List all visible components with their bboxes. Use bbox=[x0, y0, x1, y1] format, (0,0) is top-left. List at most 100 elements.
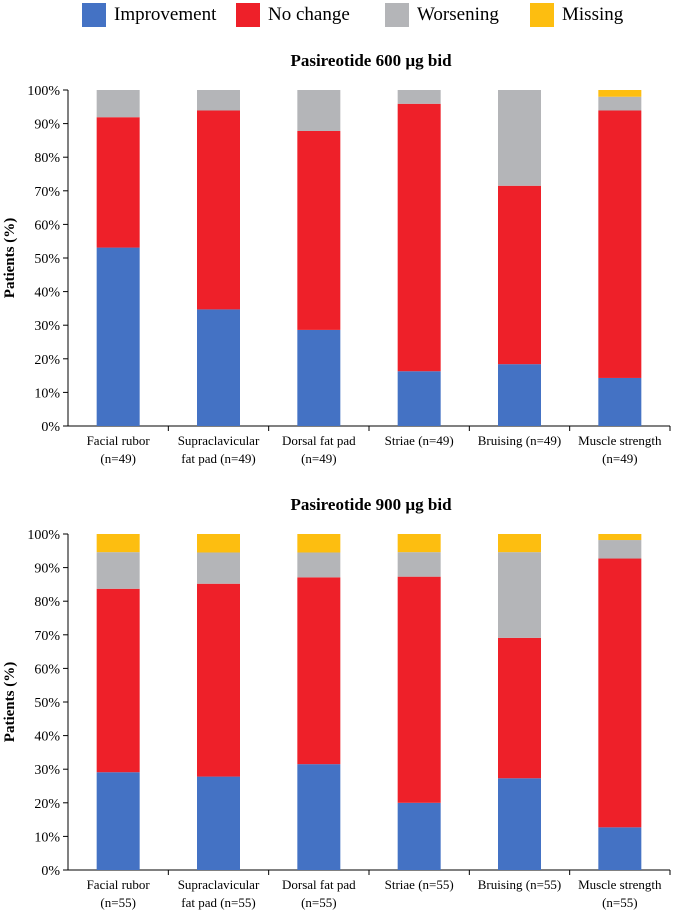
bar-worsening-bruising-n-49 bbox=[498, 90, 541, 186]
x-tick-label: Facial rubor bbox=[87, 877, 151, 892]
x-tick-label: (n=55) bbox=[100, 895, 136, 910]
bar-missing-muscle-strength bbox=[598, 90, 642, 97]
legend-label-missing: Missing bbox=[562, 4, 624, 25]
bar-no-change-dorsal-fat-pad bbox=[297, 130, 341, 330]
bar-missing-facial-rubor bbox=[96, 534, 140, 553]
y-tick-label: 50% bbox=[34, 252, 60, 267]
x-tick-label: (n=55) bbox=[602, 895, 638, 910]
x-tick-label: Muscle strength bbox=[578, 433, 662, 448]
bar-no-change-striae-n-55 bbox=[397, 576, 441, 803]
bar-missing-dorsal-fat-pad bbox=[297, 534, 341, 553]
no-change-swatch bbox=[236, 3, 260, 27]
bar-worsening-facial-rubor bbox=[96, 552, 140, 589]
bar-no-change-supraclavicular bbox=[197, 110, 240, 310]
bar-improvement-facial-rubor bbox=[96, 772, 140, 870]
bar-no-change-bruising-n-55 bbox=[498, 637, 541, 779]
x-tick-label: fat pad (n=49) bbox=[181, 451, 255, 466]
bar-no-change-bruising-n-49 bbox=[498, 185, 541, 365]
y-tick-label: 100% bbox=[27, 528, 60, 543]
bar-improvement-dorsal-fat-pad bbox=[297, 329, 341, 426]
x-tick-label: Facial rubor bbox=[87, 433, 151, 448]
y-tick-label: 20% bbox=[34, 353, 60, 368]
bar-no-change-facial-rubor bbox=[96, 588, 140, 773]
bar-missing-striae-n-55 bbox=[397, 534, 441, 553]
chart-900ug: Pasireotide 900 µg bid Patients (%) 0% 10% 2… bbox=[2, 495, 671, 910]
bar-improvement-bruising-n-49 bbox=[498, 364, 541, 426]
bar-no-change-muscle-strength bbox=[598, 110, 642, 378]
bar-no-change-facial-rubor bbox=[96, 117, 140, 248]
y-tick-label: 40% bbox=[34, 730, 60, 745]
bar-worsening-muscle-strength bbox=[598, 540, 642, 559]
bar-worsening-muscle-strength bbox=[598, 96, 642, 111]
legend-label-improvement: Improvement bbox=[114, 4, 217, 25]
y-tick-label: 60% bbox=[34, 662, 60, 677]
x-tick-label: Striae (n=55) bbox=[385, 877, 454, 892]
bar-worsening-supraclavicular bbox=[197, 552, 240, 584]
y-axis-label: Patients (%) bbox=[2, 218, 18, 298]
legend: Improvement No change Worsening Missing bbox=[0, 0, 690, 32]
bar-no-change-striae-n-49 bbox=[397, 103, 441, 372]
legend-label-no-change: No change bbox=[268, 4, 350, 25]
bar-improvement-dorsal-fat-pad bbox=[297, 764, 341, 870]
x-tick-label: fat pad (n=55) bbox=[181, 895, 255, 910]
y-tick-label: 50% bbox=[34, 696, 60, 711]
y-tick-label: 90% bbox=[34, 562, 60, 577]
y-tick-label: 60% bbox=[34, 218, 60, 233]
x-tick-label: Dorsal fat pad bbox=[282, 433, 356, 448]
y-tick-label: 70% bbox=[34, 185, 60, 200]
bar-improvement-striae-n-55 bbox=[397, 802, 441, 870]
bar-improvement-supraclavicular bbox=[197, 776, 240, 870]
y-tick-label: 30% bbox=[34, 319, 60, 334]
chart-title: Pasireotide 600 µg bid bbox=[290, 51, 452, 70]
x-tick-label: Supraclavicular bbox=[178, 877, 260, 892]
chart-600ug: Pasireotide 600 µg bid Patients (%) 0% 10% 2… bbox=[2, 51, 671, 466]
y-tick-label: 70% bbox=[34, 629, 60, 644]
legend-item-no-change: No change bbox=[236, 3, 350, 27]
x-tick-label: Dorsal fat pad bbox=[282, 877, 356, 892]
bar-no-change-supraclavicular bbox=[197, 583, 240, 777]
x-tick-label: (n=49) bbox=[301, 451, 337, 466]
bar-missing-muscle-strength bbox=[598, 534, 642, 541]
y-tick-label: 90% bbox=[34, 118, 60, 133]
bar-worsening-bruising-n-55 bbox=[498, 552, 541, 638]
bar-improvement-bruising-n-55 bbox=[498, 778, 541, 870]
x-tick-label: Supraclavicular bbox=[178, 433, 260, 448]
bar-missing-supraclavicular bbox=[197, 534, 240, 553]
chart-title: Pasireotide 900 µg bid bbox=[290, 495, 452, 514]
y-tick-label: 10% bbox=[34, 386, 60, 401]
improvement-swatch bbox=[82, 3, 106, 27]
y-tick-label: 30% bbox=[34, 763, 60, 778]
y-tick-label: 0% bbox=[41, 864, 60, 879]
legend-label-worsening: Worsening bbox=[417, 4, 499, 25]
missing-swatch bbox=[530, 3, 554, 27]
bar-worsening-dorsal-fat-pad bbox=[297, 90, 341, 131]
x-tick-label: Muscle strength bbox=[578, 877, 662, 892]
y-tick-label: 80% bbox=[34, 595, 60, 610]
x-tick-label: Striae (n=49) bbox=[385, 433, 454, 448]
bar-improvement-muscle-strength bbox=[598, 377, 642, 426]
bar-worsening-dorsal-fat-pad bbox=[297, 552, 341, 578]
y-tick-label: 40% bbox=[34, 286, 60, 301]
bar-worsening-supraclavicular bbox=[197, 90, 240, 111]
x-tick-label: (n=55) bbox=[301, 895, 337, 910]
y-tick-label: 10% bbox=[34, 830, 60, 845]
y-axis-label: Patients (%) bbox=[2, 662, 18, 742]
x-tick-label: (n=49) bbox=[602, 451, 638, 466]
legend-item-missing: Missing bbox=[530, 3, 623, 27]
x-tick-label: Bruising (n=49) bbox=[478, 433, 562, 448]
bar-worsening-striae-n-49 bbox=[397, 90, 441, 104]
y-tick-label: 100% bbox=[27, 84, 60, 99]
y-tick-label: 80% bbox=[34, 151, 60, 166]
bar-improvement-supraclavicular bbox=[197, 309, 240, 426]
bar-worsening-striae-n-55 bbox=[397, 552, 441, 577]
bar-improvement-muscle-strength bbox=[598, 827, 642, 870]
bar-no-change-dorsal-fat-pad bbox=[297, 577, 341, 765]
bar-improvement-facial-rubor bbox=[96, 247, 140, 426]
bar-no-change-muscle-strength bbox=[598, 558, 642, 828]
worsening-swatch bbox=[385, 3, 409, 27]
x-tick-label: Bruising (n=55) bbox=[478, 877, 562, 892]
bar-missing-bruising-n-55 bbox=[498, 534, 541, 553]
legend-item-worsening: Worsening bbox=[385, 3, 499, 27]
y-tick-label: 0% bbox=[41, 420, 60, 435]
x-tick-label: (n=49) bbox=[100, 451, 136, 466]
